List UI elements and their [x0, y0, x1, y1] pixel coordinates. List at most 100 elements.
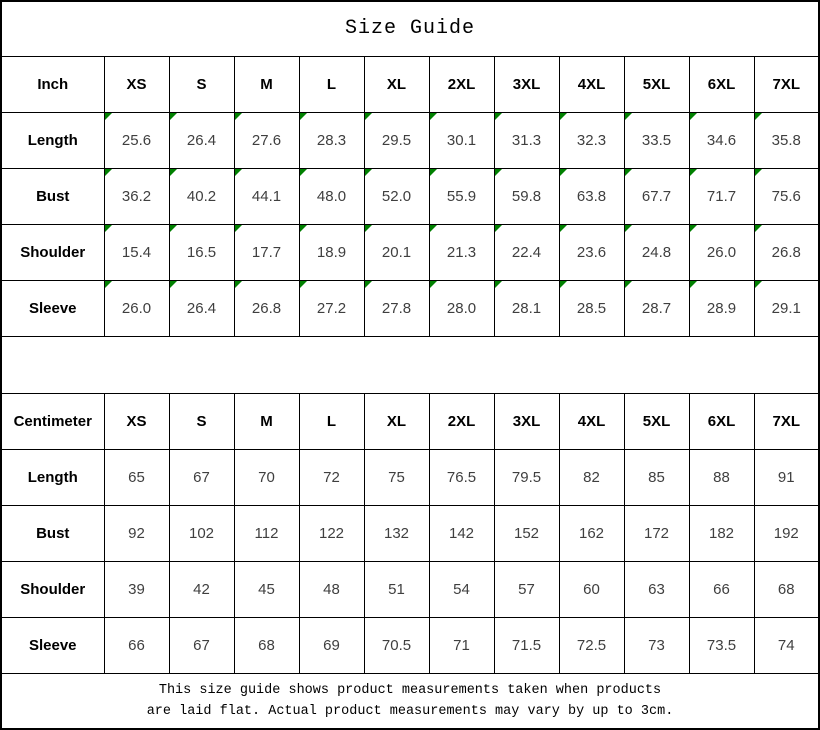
size-col-header-2xl: 2XL — [428, 392, 495, 450]
measurement-value-cell: 26.4 — [168, 279, 235, 337]
measurement-value-cell: 21.3 — [428, 223, 495, 281]
centimeter-unit-label: Centimeter — [0, 392, 105, 450]
measurement-label: Bust — [0, 504, 105, 562]
size-col-header-2xl: 2XL — [428, 55, 495, 113]
measurement-label: Length — [0, 111, 105, 169]
inch-header-row: Inch XS S M L XL 2XL 3XL 4XL 5XL 6XL 7XL — [0, 55, 820, 113]
measurement-value-cell: 26.0 — [103, 279, 170, 337]
measurement-value-cell: 72.5 — [558, 616, 625, 674]
measurement-value-cell: 28.9 — [688, 279, 755, 337]
page-title: Size Guide — [0, 0, 820, 57]
inch-row-sleeve: Sleeve 26.0 26.4 26.8 27.2 27.8 28.0 28.1 28.5 28… — [0, 279, 820, 337]
title-row: Size Guide — [0, 0, 820, 57]
measurement-value-cell: 54 — [428, 560, 495, 618]
measurement-value-cell: 35.8 — [753, 111, 820, 169]
measurement-value-cell: 73 — [623, 616, 690, 674]
measurement-value-cell: 29.1 — [753, 279, 820, 337]
measurement-value-cell: 26.8 — [753, 223, 820, 281]
measurement-value-cell: 26.8 — [233, 279, 300, 337]
measurement-value-cell: 82 — [558, 448, 625, 506]
measurement-value-cell: 67 — [168, 448, 235, 506]
measurement-value-cell: 63.8 — [558, 167, 625, 225]
inch-row-shoulder: Shoulder 15.4 16.5 17.7 18.9 20.1 21.3 22.4 23.6… — [0, 223, 820, 281]
measurement-value-cell: 24.8 — [623, 223, 690, 281]
measurement-value-cell: 59.8 — [493, 167, 560, 225]
size-col-header-7xl: 7XL — [753, 55, 820, 113]
size-col-header-3xl: 3XL — [493, 55, 560, 113]
measurement-value-cell: 75.6 — [753, 167, 820, 225]
measurement-value-cell: 68 — [753, 560, 820, 618]
measurement-value-cell: 31.3 — [493, 111, 560, 169]
size-col-header-l: L — [298, 55, 365, 113]
measurement-value-cell: 27.2 — [298, 279, 365, 337]
measurement-value-cell: 30.1 — [428, 111, 495, 169]
size-col-header-5xl: 5XL — [623, 55, 690, 113]
measurement-value-cell: 88 — [688, 448, 755, 506]
measurement-value-cell: 44.1 — [233, 167, 300, 225]
measurement-value-cell: 63 — [623, 560, 690, 618]
measurement-label: Shoulder — [0, 560, 105, 618]
measurement-value-cell: 112 — [233, 504, 300, 562]
size-col-header-m: M — [233, 55, 300, 113]
measurement-value-cell: 18.9 — [298, 223, 365, 281]
size-col-header-xl: XL — [363, 392, 430, 450]
measurement-value-cell: 45 — [233, 560, 300, 618]
footer-note-line-2: are laid flat. Actual product measuremen… — [146, 703, 674, 719]
centimeter-row-length: Length 65 67 70 72 75 76.5 79.5 82 85 88 91 — [0, 448, 820, 506]
measurement-value-cell: 28.0 — [428, 279, 495, 337]
measurement-value-cell: 69 — [298, 616, 365, 674]
measurement-value-cell: 182 — [688, 504, 755, 562]
measurement-value-cell: 142 — [428, 504, 495, 562]
footer-section: This size guide shows product measuremen… — [0, 672, 820, 730]
size-col-header-7xl: 7XL — [753, 392, 820, 450]
measurement-value-cell: 85 — [623, 448, 690, 506]
size-col-header-5xl: 5XL — [623, 392, 690, 450]
measurement-value-cell: 71.5 — [493, 616, 560, 674]
measurement-value-cell: 28.3 — [298, 111, 365, 169]
measurement-value-cell: 57 — [493, 560, 560, 618]
measurement-value-cell: 65 — [103, 448, 170, 506]
centimeter-table-body: Centimeter XS S M L XL 2XL 3XL 4XL 5XL 6XL 7XL Lengt… — [0, 392, 820, 674]
size-col-header-s: S — [168, 55, 235, 113]
measurement-value-cell: 74 — [753, 616, 820, 674]
centimeter-row-sleeve: Sleeve 66 67 68 69 70.5 71 71.5 72.5 73 73.5 74 — [0, 616, 820, 674]
measurement-value-cell: 32.3 — [558, 111, 625, 169]
measurement-value-cell: 16.5 — [168, 223, 235, 281]
measurement-value-cell: 28.1 — [493, 279, 560, 337]
centimeter-header-row: Centimeter XS S M L XL 2XL 3XL 4XL 5XL 6XL 7XL — [0, 392, 820, 450]
measurement-value-cell: 28.7 — [623, 279, 690, 337]
size-col-header-6xl: 6XL — [688, 55, 755, 113]
measurement-value-cell: 40.2 — [168, 167, 235, 225]
measurement-value-cell: 68 — [233, 616, 300, 674]
measurement-value-cell: 162 — [558, 504, 625, 562]
measurement-value-cell: 42 — [168, 560, 235, 618]
measurement-value-cell: 60 — [558, 560, 625, 618]
measurement-value-cell: 67.7 — [623, 167, 690, 225]
measurement-label: Bust — [0, 167, 105, 225]
measurement-value-cell: 39 — [103, 560, 170, 618]
centimeter-row-shoulder: Shoulder 39 42 45 48 51 54 57 60 63 66 68 — [0, 560, 820, 618]
measurement-value-cell: 67 — [168, 616, 235, 674]
measurement-value-cell: 52.0 — [363, 167, 430, 225]
inch-row-length: Length 25.6 26.4 27.6 28.3 29.5 30.1 31.3 32.3 33… — [0, 111, 820, 169]
measurement-value-cell: 79.5 — [493, 448, 560, 506]
measurement-value-cell: 36.2 — [103, 167, 170, 225]
measurement-value-cell: 75 — [363, 448, 430, 506]
measurement-value-cell: 72 — [298, 448, 365, 506]
size-col-header-xl: XL — [363, 55, 430, 113]
measurement-value-cell: 122 — [298, 504, 365, 562]
measurement-value-cell: 91 — [753, 448, 820, 506]
footer-note: This size guide shows product measuremen… — [0, 672, 820, 730]
measurement-value-cell: 192 — [753, 504, 820, 562]
footer-note-line-1: This size guide shows product measuremen… — [158, 682, 662, 698]
measurement-value-cell: 71.7 — [688, 167, 755, 225]
measurement-label: Shoulder — [0, 223, 105, 281]
centimeter-row-bust: Bust 92 102 112 122 132 142 152 162 172 182 192 — [0, 504, 820, 562]
measurement-value-cell: 15.4 — [103, 223, 170, 281]
measurement-value-cell: 17.7 — [233, 223, 300, 281]
measurement-value-cell: 48 — [298, 560, 365, 618]
inch-table-body: Inch XS S M L XL 2XL 3XL 4XL 5XL 6XL 7XL Length 25.6 2… — [0, 55, 820, 337]
measurement-value-cell: 27.6 — [233, 111, 300, 169]
measurement-value-cell: 172 — [623, 504, 690, 562]
